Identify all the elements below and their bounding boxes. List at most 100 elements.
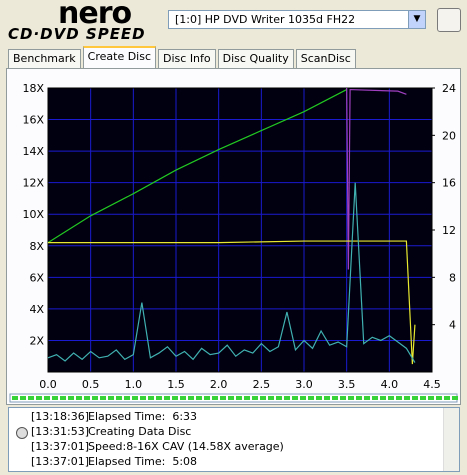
progress-segment [428, 396, 434, 400]
x-tick-label: 0.0 [39, 378, 57, 391]
progress-segment [268, 396, 274, 400]
log-row: [13:31:53]Creating Data Disc [31, 425, 191, 438]
progress-segment [196, 396, 202, 400]
progress-segment [156, 396, 162, 400]
progress-segment [20, 396, 26, 400]
plot-border [47, 87, 433, 373]
log-message: Speed:8-16X CAV (14.58X average) [88, 440, 284, 453]
progress-segment [356, 396, 362, 400]
progress-segment [212, 396, 218, 400]
progress-segment [388, 396, 394, 400]
progress-segment [188, 396, 194, 400]
progress-segment [44, 396, 50, 400]
disc-icon [16, 427, 28, 439]
progress-segment [84, 396, 90, 400]
progress-segment [452, 396, 458, 400]
progress-segment [420, 396, 426, 400]
progress-segment [412, 396, 418, 400]
progress-segment [12, 396, 18, 400]
x-tick-label: 2.5 [253, 378, 271, 391]
progress-segment [180, 396, 186, 400]
y-tick-label: 18X [22, 82, 44, 95]
progress-segment [52, 396, 58, 400]
scrollbar[interactable] [443, 408, 459, 471]
progress-segment [396, 396, 402, 400]
progress-segment [36, 396, 42, 400]
y-tick-label: 10X [22, 208, 44, 221]
logo: nero [58, 0, 132, 31]
tab[interactable]: Benchmark [8, 49, 81, 68]
y2-tick-label: 12 [442, 224, 456, 237]
progress-segment [148, 396, 154, 400]
tab-bar: Benchmark Create Disc Disc Info Disc Qualit… [8, 46, 358, 69]
progress-segment [340, 396, 346, 400]
tab[interactable]: ScanDisc [295, 49, 356, 68]
y2-tick-label: 4 [449, 319, 456, 332]
x-tick-label: 3.0 [295, 378, 313, 391]
x-tick-label: 4.0 [381, 378, 399, 391]
log-message: Elapsed Time: 6:33 [88, 410, 198, 423]
progress-segment [436, 396, 442, 400]
product-name: CD·DVD SPEED [8, 25, 146, 43]
progress-segment [172, 396, 178, 400]
x-tick-label: 1.0 [125, 378, 143, 391]
y-tick-label: 2X [29, 334, 44, 347]
drive-label: [1:0] HP DVD Writer 1035d FH22 [175, 13, 356, 26]
series-line [47, 89, 347, 244]
progress-segment [324, 396, 330, 400]
progress-segment [116, 396, 122, 400]
progress-segment [364, 396, 370, 400]
tab[interactable]: Disc Quality [217, 49, 294, 68]
x-tick-label: 0.5 [82, 378, 100, 391]
progress-segment [316, 396, 322, 400]
x-tick-label: 3.5 [338, 378, 356, 391]
progress-segment [260, 396, 266, 400]
progress-segment [228, 396, 234, 400]
progress-segment [76, 396, 82, 400]
progress-segment [444, 396, 450, 400]
progress-segment [404, 396, 410, 400]
series-line [48, 240, 416, 365]
progress-segment [252, 396, 258, 400]
y-tick-label: 14X [22, 145, 44, 158]
log-message: Elapsed Time: 5:08 [88, 455, 198, 468]
series-line [346, 87, 407, 270]
progress-segment [244, 396, 250, 400]
drive-select[interactable]: [1:0] HP DVD Writer 1035d FH22 ▼ [168, 10, 426, 29]
progress-segment [68, 396, 74, 400]
y2-tick-label: 8 [449, 271, 456, 284]
progress-segment [92, 396, 98, 400]
progress-segment [124, 396, 130, 400]
eject-button[interactable] [437, 8, 461, 32]
x-tick-label: 2.0 [210, 378, 228, 391]
y-tick-label: 12X [22, 177, 44, 190]
y-tick-label: 6X [29, 271, 44, 284]
progress-segment [332, 396, 338, 400]
log-time: [13:31:53] [31, 425, 89, 438]
y2-tick-label: 16 [442, 177, 456, 190]
log-box: [13:18:36]Elapsed Time: 6:33 [13:31:53]Cr… [8, 407, 460, 472]
log-time: [13:18:36] [31, 410, 89, 423]
dropdown-arrow[interactable]: ▼ [408, 11, 425, 28]
progress-segment [220, 396, 226, 400]
progress-segment [284, 396, 290, 400]
progress-segment [164, 396, 170, 400]
progress-segment [100, 396, 106, 400]
progress-segment [300, 396, 306, 400]
progress-segment [276, 396, 282, 400]
series-line [47, 182, 416, 363]
chart: 2X 4X 6X 8X 10X 12X 14X 16X 18X 4 8 12 16 20 24 0.0 0.5 1… [9, 82, 458, 403]
log-row: [13:18:36]Elapsed Time: 6:33 [31, 410, 197, 423]
tab[interactable]: Create Disc [82, 46, 157, 69]
y2-tick-label: 24 [442, 82, 456, 95]
log-row: [13:37:01]Speed:8-16X CAV (14.58X averag… [31, 440, 284, 453]
progress-segment [132, 396, 138, 400]
x-tick-label: 4.5 [423, 378, 441, 391]
progress-segment [348, 396, 354, 400]
tab[interactable]: Disc Info [158, 49, 216, 68]
progress-segment [28, 396, 34, 400]
log-time: [13:37:01] [31, 440, 89, 453]
progress-segment [308, 396, 314, 400]
progress-segment [140, 396, 146, 400]
